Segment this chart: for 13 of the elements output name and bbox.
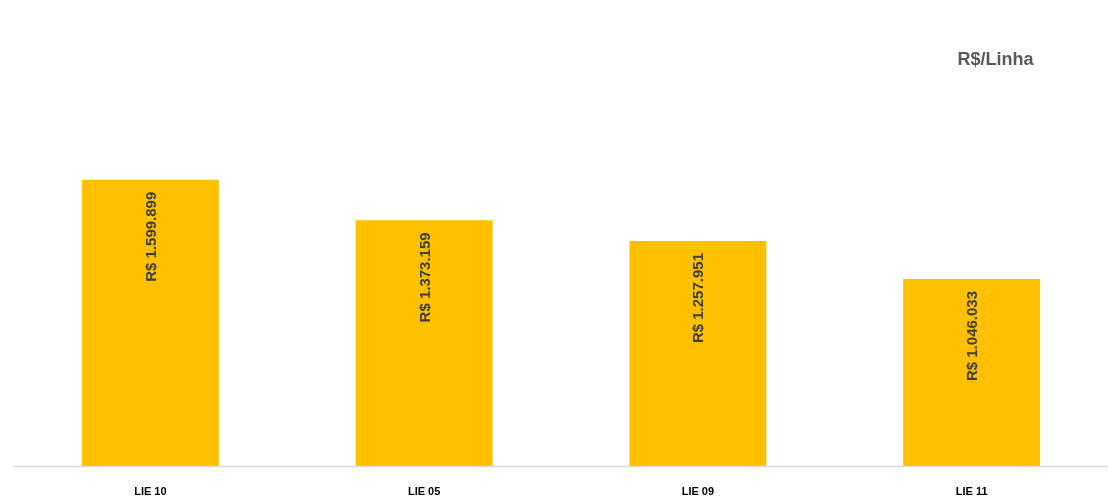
chart-title: R$/Linha	[957, 48, 1035, 69]
data-label: R$ 1.373.159	[415, 232, 433, 323]
x-tick-label: LIE 05	[407, 484, 441, 497]
bar	[903, 278, 1041, 467]
bar	[81, 179, 219, 467]
data-label: R$ 1.046.033	[963, 290, 981, 382]
x-tick-label: LIE 11	[955, 484, 988, 497]
data-label: R$ 1.599.899	[141, 191, 159, 282]
bar	[629, 241, 767, 467]
data-label: R$ 1.257.951	[689, 253, 707, 344]
x-tick-label: LIE 09	[681, 484, 715, 497]
x-tick-label: LIE 10	[134, 484, 167, 497]
bar	[355, 220, 493, 467]
